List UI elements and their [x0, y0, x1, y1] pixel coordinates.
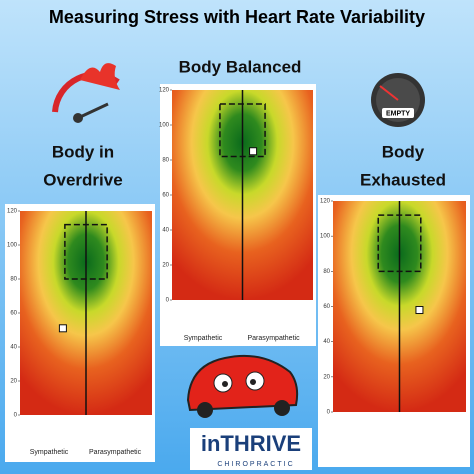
y-tick-label: 80	[10, 277, 17, 283]
data-point	[249, 147, 258, 156]
speedometer-icon	[52, 63, 120, 123]
label: Exhausted	[360, 170, 446, 189]
title: Measuring Stress with Heart Rate Variabi…	[49, 7, 425, 27]
label: Body	[382, 142, 425, 161]
y-tick-label: 80	[323, 269, 330, 275]
target-zone	[219, 103, 266, 158]
label: Overdrive	[43, 170, 122, 189]
fuel-gauge-icon: EMPTY	[371, 73, 425, 127]
car-icon	[186, 354, 299, 418]
y-tick-label: 60	[10, 311, 17, 317]
target-zone	[64, 223, 108, 280]
y-tick-label: 20	[323, 374, 330, 380]
target-zone	[377, 214, 422, 273]
y-tick-label: 0	[14, 413, 18, 419]
y-tick-label: 120	[159, 88, 170, 94]
y-tick-label: 40	[10, 345, 17, 351]
y-tick-label: 40	[162, 228, 169, 234]
label: Body in	[52, 142, 114, 161]
logo-tagline: CHIROPRACTIC	[217, 461, 294, 468]
y-tick-label: 60	[323, 304, 330, 310]
y-tick-label: 20	[162, 263, 169, 269]
y-tick-label: 40	[323, 339, 330, 345]
y-tick-label: 80	[162, 158, 169, 164]
y-tick-label: 0	[327, 410, 331, 416]
logo-name: inTHRIVE	[201, 431, 301, 456]
y-tick-label: 100	[7, 243, 18, 249]
x-axis-label: Parasympathetic	[89, 449, 142, 456]
data-point	[58, 324, 67, 333]
x-axis-label: Sympathetic	[30, 449, 69, 456]
x-axis-label: Parasympathetic	[247, 335, 300, 342]
data-point	[415, 306, 424, 315]
y-tick-label: 120	[320, 199, 331, 205]
label: Body Balanced	[179, 57, 302, 76]
y-tick-label: 60	[162, 193, 169, 199]
y-tick-label: 20	[10, 379, 17, 385]
y-tick-label: 0	[166, 298, 170, 304]
y-tick-label: 100	[159, 123, 170, 129]
y-tick-label: 100	[320, 234, 331, 240]
logo-box	[190, 428, 312, 470]
x-axis-label: Sympathetic	[184, 335, 223, 342]
y-tick-label: 120	[7, 209, 18, 215]
gauge-label: EMPTY	[386, 110, 410, 117]
